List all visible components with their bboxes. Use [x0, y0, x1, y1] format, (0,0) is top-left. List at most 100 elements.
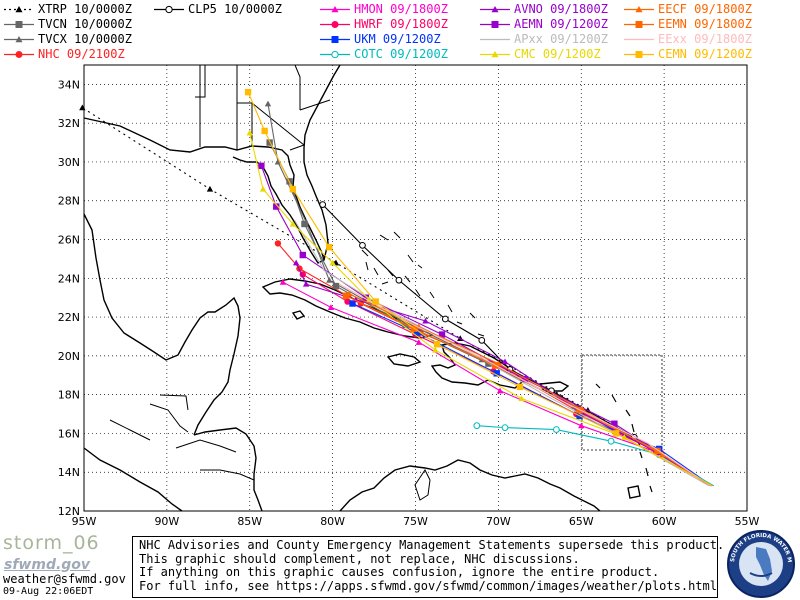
track-point — [329, 259, 336, 266]
track-point — [365, 296, 373, 303]
track-point — [261, 127, 268, 135]
hispaniola — [430, 342, 523, 389]
disclaimer-line-4[interactable]: For full info, see https://apps.sfwmd.go… — [139, 578, 717, 593]
bahamas — [361, 231, 485, 337]
florida-east-coast — [303, 64, 341, 261]
lon-tick-label: 80W — [320, 515, 345, 528]
legend-swatch — [480, 51, 510, 58]
track-point — [244, 88, 252, 96]
track-line — [260, 165, 711, 487]
track-aemn — [258, 162, 711, 487]
track-point — [264, 100, 272, 107]
sfwmd-seal-logo: SOUTH FLORIDA WATER MANAGEMENT DISTRICT — [726, 529, 795, 598]
legend-label: COTC 09/1200Z — [354, 47, 448, 61]
track-cmc — [246, 129, 713, 487]
lon-tick-label: 95W — [72, 515, 97, 528]
legend-swatch — [154, 5, 184, 14]
track-point — [349, 300, 356, 307]
track-point — [342, 292, 350, 299]
track-point — [273, 203, 280, 210]
central-america-caribbean-coast — [193, 427, 263, 512]
model-tracks — [79, 88, 715, 487]
track-point — [302, 218, 310, 225]
lat-tick-label: 32N — [58, 117, 80, 130]
track-point — [432, 346, 439, 353]
pacific-coast — [83, 447, 183, 512]
track-point — [501, 424, 509, 431]
central-america-borders — [109, 394, 255, 481]
legend-label: HWRF 09/1800Z — [354, 17, 448, 31]
lat-tick-label: 30N — [58, 156, 80, 169]
track-point — [516, 383, 524, 391]
track-point — [246, 129, 253, 136]
lon-tick-label: 55W — [735, 515, 760, 528]
lat-lon-grid — [84, 65, 747, 511]
legend-swatch — [320, 50, 350, 59]
track-point — [473, 422, 481, 430]
legend-swatch — [480, 21, 510, 28]
disclaimer-line-3: If anything on this graphic causes confu… — [139, 565, 660, 579]
puerto-rico — [538, 381, 570, 392]
jamaica — [386, 353, 422, 367]
disclaimer-box: NHC Advisories and County Emergency Mana… — [132, 536, 725, 598]
track-cemn — [244, 88, 713, 487]
legend-swatch — [480, 38, 510, 41]
legend-label: UKM 09/1200Z — [354, 32, 441, 46]
legend-swatch — [4, 36, 34, 43]
track-point — [433, 341, 441, 348]
axis-labels: 95W 90W 85W 80W 75W 70W 65W 60W 55W 12N 14N 16N 18N 2… — [58, 78, 760, 528]
track-point — [612, 430, 620, 437]
disclaimer-line-2: This graphic should complement, not repl… — [139, 551, 580, 566]
track-point — [344, 298, 351, 305]
track-point — [258, 162, 265, 170]
lat-tick-label: 34N — [58, 78, 80, 91]
track-point — [372, 298, 379, 305]
lon-tick-label: 65W — [569, 515, 594, 528]
lat-tick-label: 16N — [58, 427, 80, 440]
legend-swatch — [624, 38, 654, 41]
track-point — [274, 158, 282, 165]
legend-swatch — [320, 36, 350, 43]
lon-tick-label: 75W — [403, 515, 428, 528]
legend-swatch — [4, 51, 34, 58]
legend-label: TVCX 10/0000Z — [38, 32, 132, 46]
track-point — [493, 370, 500, 377]
trinidad — [627, 485, 641, 499]
track-point — [362, 294, 369, 301]
lat-tick-label: 24N — [58, 272, 80, 285]
legend-swatch — [320, 6, 350, 13]
track-point — [259, 185, 267, 192]
disclaimer-line-1: NHC Advisories and County Emergency Mana… — [139, 538, 725, 552]
track-point — [302, 280, 310, 287]
track-point — [279, 278, 287, 285]
legend: XTRP 10/0000Z TVCN 10/0000Z TVCX 10/0000Z N… — [0, 0, 800, 62]
track-point — [654, 447, 661, 455]
track-point — [266, 139, 273, 146]
track-point — [422, 317, 429, 324]
track-clp5 — [319, 201, 713, 487]
lat-tick-label: 26N — [58, 234, 80, 247]
legend-swatch — [624, 51, 654, 58]
lat-tick-label: 14N — [58, 466, 80, 479]
lat-tick-label: 28N — [58, 195, 80, 208]
lat-tick-label: 12N — [58, 505, 80, 518]
track-point — [326, 277, 333, 283]
track-point — [413, 329, 421, 336]
track-point — [496, 387, 504, 394]
track-point — [518, 395, 525, 402]
leeward-box — [581, 354, 663, 451]
maracaibo-lake — [414, 469, 431, 501]
lat-tick-label: 22N — [58, 311, 80, 324]
legend-swatch — [480, 6, 510, 13]
track-point — [415, 339, 423, 345]
track-point — [206, 185, 214, 192]
sfwmd-logo: sfwmd.gov — [4, 557, 91, 573]
legend-label: CMC 09/1200Z — [514, 47, 601, 61]
track-point — [319, 201, 327, 208]
legend-swatch — [320, 21, 350, 28]
contact-email[interactable]: weather@sfwmd.gov — [3, 572, 126, 586]
track-point — [327, 304, 335, 310]
track-point — [578, 422, 585, 429]
track-point — [438, 331, 446, 338]
legend-label: APxx 09/1200Z — [514, 32, 608, 46]
